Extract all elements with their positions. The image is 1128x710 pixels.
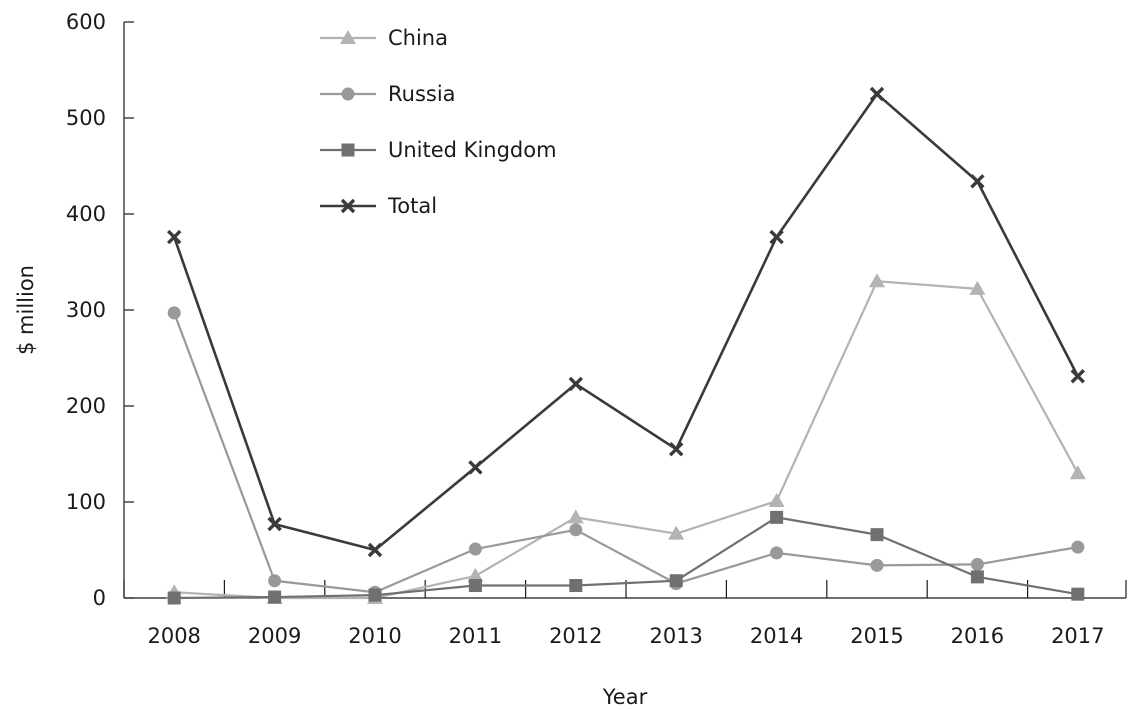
x-axis-title: Year xyxy=(602,685,648,706)
data-point-united-kingdom xyxy=(468,579,482,593)
data-point-china xyxy=(869,273,885,288)
data-point-russia xyxy=(468,542,482,556)
legend-marker xyxy=(341,143,355,157)
data-point-total xyxy=(769,229,784,245)
y-tick-label: 300 xyxy=(66,298,106,322)
x-tick-label: 2009 xyxy=(248,624,301,648)
data-point-united-kingdom xyxy=(268,590,282,604)
data-point-china xyxy=(969,280,986,295)
legend-label: United Kingdom xyxy=(388,138,557,162)
x-tick-label: 2012 xyxy=(549,624,602,648)
legend-label: Russia xyxy=(388,82,456,106)
x-marker-stroke xyxy=(1070,369,1086,384)
x-tick-label: 2010 xyxy=(348,624,401,648)
data-point-russia xyxy=(870,558,884,572)
x-marker-stroke xyxy=(568,376,584,392)
legend-marker xyxy=(340,198,356,214)
data-point-china xyxy=(467,567,484,582)
legend-label: China xyxy=(388,26,448,50)
data-point-russia xyxy=(167,306,181,320)
data-point-united-kingdom xyxy=(669,574,683,588)
x-tick-label: 2011 xyxy=(449,624,502,648)
x-marker-stroke xyxy=(367,542,383,558)
data-point-united-kingdom xyxy=(1071,587,1085,601)
legend: China Russia United Kingdom Total xyxy=(320,26,557,218)
data-point-russia xyxy=(770,546,784,560)
legend-item-united-kingdom: United Kingdom xyxy=(320,138,557,162)
data-point-china xyxy=(1069,465,1086,480)
series-united-kingdom xyxy=(167,510,1085,605)
data-point-united-kingdom xyxy=(167,591,181,605)
legend-label: Total xyxy=(387,194,437,218)
data-point-total xyxy=(468,460,483,475)
legend-marker xyxy=(340,30,356,44)
data-point-united-kingdom xyxy=(870,528,884,542)
y-tick-label: 100 xyxy=(66,490,106,514)
data-point-russia xyxy=(970,557,984,571)
data-point-united-kingdom xyxy=(368,588,382,602)
data-point-total xyxy=(668,441,684,457)
y-axis-title: $ million xyxy=(14,265,38,355)
y-tick-label: 0 xyxy=(93,586,106,610)
data-point-china xyxy=(567,509,584,524)
data-point-russia xyxy=(1071,540,1085,554)
series-line-total xyxy=(172,92,1079,552)
data-point-total xyxy=(1070,369,1086,384)
y-tick-label: 600 xyxy=(66,10,106,34)
series-line-china xyxy=(174,280,1079,600)
y-tick-label: 200 xyxy=(66,394,106,418)
data-point-total xyxy=(869,86,885,102)
data-point-united-kingdom xyxy=(569,579,583,593)
x-tick-label: 2014 xyxy=(750,624,803,648)
x-marker-stroke xyxy=(668,441,684,457)
x-tick-label: 2016 xyxy=(951,624,1004,648)
series-line-russia xyxy=(173,312,1078,594)
x-marker-stroke xyxy=(769,229,784,245)
data-point-total xyxy=(267,516,282,532)
data-point-united-kingdom xyxy=(970,570,984,584)
series-russia xyxy=(167,306,1085,599)
data-point-china xyxy=(668,525,685,540)
legend-item-china: China xyxy=(320,26,448,50)
x-marker-stroke xyxy=(869,86,885,102)
y-tick-label: 500 xyxy=(66,106,106,130)
axes: 0 100 200 300 400 500 600 2008 2009 2010 2011 2012 2… xyxy=(66,10,1127,648)
x-marker-stroke xyxy=(970,174,985,189)
x-marker-stroke xyxy=(340,198,356,214)
series-line-united-kingdom xyxy=(174,516,1078,600)
data-point-russia xyxy=(569,523,583,537)
x-tick-label: 2013 xyxy=(649,624,702,648)
series-total xyxy=(166,86,1086,558)
legend-item-russia: Russia xyxy=(320,82,456,106)
y-tick-label: 400 xyxy=(66,202,106,226)
x-tick-label: 2017 xyxy=(1051,624,1104,648)
legend-item-total: Total xyxy=(320,194,437,218)
data-point-china xyxy=(768,493,785,508)
data-point-russia xyxy=(268,574,282,588)
data-point-total xyxy=(568,376,584,392)
legend-marker xyxy=(341,87,355,101)
data-point-total xyxy=(970,174,985,189)
x-marker-stroke xyxy=(468,460,483,475)
series-china xyxy=(166,273,1086,604)
x-marker-stroke xyxy=(267,516,282,532)
x-tick-label: 2015 xyxy=(850,624,903,648)
x-marker-stroke xyxy=(166,229,182,245)
data-point-united-kingdom xyxy=(770,510,784,524)
series-layer xyxy=(166,86,1086,605)
data-point-total xyxy=(367,542,383,558)
data-point-total xyxy=(166,229,182,245)
x-tick-label: 2008 xyxy=(147,624,200,648)
